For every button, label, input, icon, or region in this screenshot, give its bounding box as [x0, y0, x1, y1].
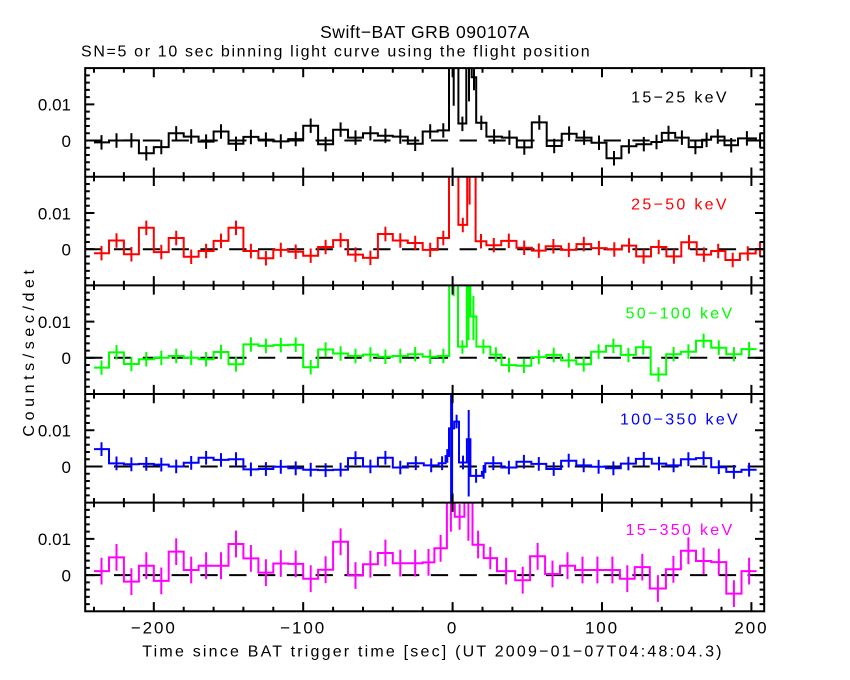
svg-text:15−25 keV: 15−25 keV	[631, 89, 729, 106]
svg-text:0: 0	[62, 458, 71, 477]
svg-text:Time since BAT trigger time [s: Time since BAT trigger time [sec] (UT 20…	[142, 644, 723, 661]
svg-text:0: 0	[62, 349, 71, 368]
svg-text:Counts/sec/det: Counts/sec/det	[21, 265, 38, 436]
svg-text:0.01: 0.01	[38, 204, 71, 223]
svg-text:25−50 keV: 25−50 keV	[631, 196, 729, 213]
svg-text:0: 0	[62, 132, 71, 151]
svg-text:−100: −100	[280, 619, 326, 638]
svg-text:−200: −200	[131, 619, 177, 638]
svg-text:0: 0	[62, 566, 71, 585]
svg-text:50−100 keV: 50−100 keV	[626, 305, 735, 322]
svg-text:200: 200	[734, 619, 768, 638]
svg-text:100−350 keV: 100−350 keV	[620, 412, 740, 429]
svg-text:0.01: 0.01	[38, 96, 71, 115]
svg-text:Swift−BAT GRB 090107A: Swift−BAT GRB 090107A	[320, 22, 530, 42]
svg-text:100: 100	[585, 619, 619, 638]
svg-text:15−350 keV: 15−350 keV	[626, 522, 735, 539]
svg-text:0.01: 0.01	[38, 422, 71, 441]
svg-text:0.01: 0.01	[38, 530, 71, 549]
svg-text:0: 0	[62, 240, 71, 259]
svg-text:0.01: 0.01	[38, 313, 71, 332]
svg-text:SN=5 or 10 sec binning light c: SN=5 or 10 sec binning light curve using…	[81, 44, 591, 61]
svg-text:0: 0	[447, 619, 458, 638]
